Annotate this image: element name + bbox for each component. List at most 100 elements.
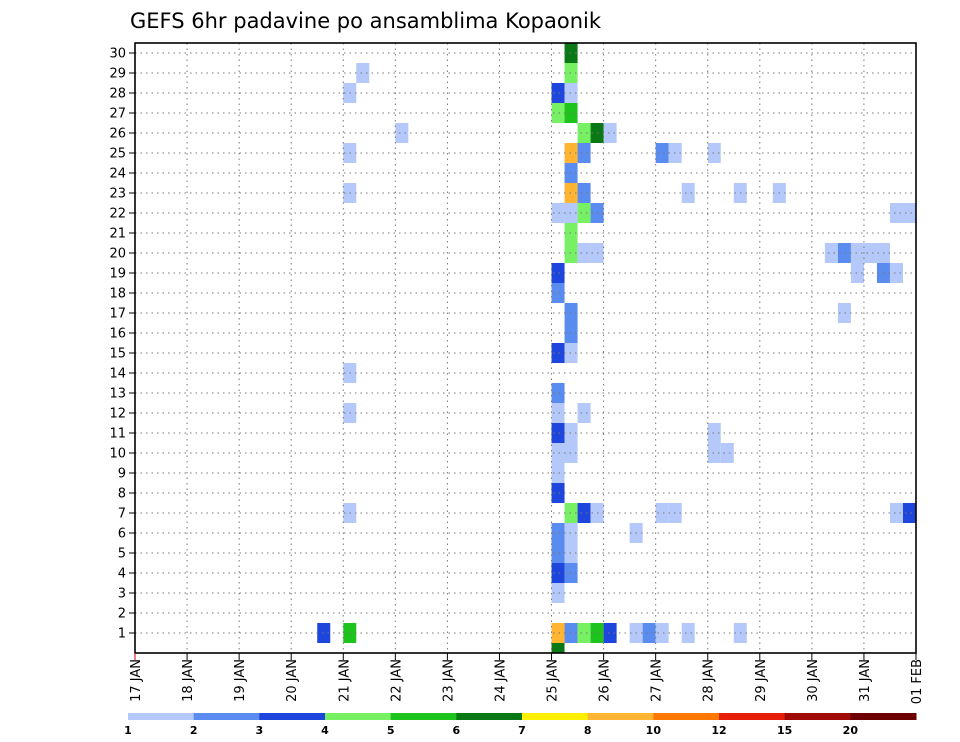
- legend-label: 12: [711, 724, 726, 737]
- x-tick-label: 17 JAN: [129, 659, 144, 702]
- precip-cell: [551, 103, 565, 123]
- precip-cell: [837, 303, 851, 323]
- y-tick-label: 18: [109, 287, 126, 302]
- precip-cell: [551, 543, 565, 563]
- legend-label: 15: [777, 724, 792, 737]
- precip-cell: [564, 83, 578, 103]
- precip-cell: [551, 483, 565, 503]
- legend-swatch: [653, 713, 720, 720]
- precip-cell: [551, 263, 565, 283]
- precip-cell: [551, 523, 565, 543]
- legend-label: 5: [387, 724, 395, 737]
- y-tick-label: 25: [109, 147, 126, 162]
- legend-label: 20: [843, 724, 859, 737]
- precip-cell: [577, 403, 591, 423]
- x-tick-label: 30 JAN: [806, 659, 821, 702]
- precip-cell: [564, 563, 578, 583]
- precip-cell: [863, 243, 877, 263]
- legend-label: 8: [584, 724, 592, 737]
- precip-cell: [564, 423, 578, 443]
- y-tick-label: 15: [109, 347, 126, 362]
- precip-cell: [889, 203, 903, 223]
- precip-cell: [551, 383, 565, 403]
- y-tick-label: 12: [109, 407, 126, 422]
- precip-cell: [564, 523, 578, 543]
- precip-cell: [681, 183, 695, 203]
- precip-cell: [551, 463, 565, 483]
- y-tick-label: 6: [118, 527, 126, 542]
- plot-frame: [134, 42, 917, 654]
- precip-cell: [889, 263, 903, 283]
- precip-cell: [564, 343, 578, 363]
- y-tick-label: 14: [109, 367, 126, 382]
- legend-swatch: [390, 713, 457, 720]
- legend-swatch: [325, 713, 392, 720]
- precip-cell: [603, 123, 617, 143]
- precip-cell: [902, 503, 916, 523]
- precip-cell: [603, 623, 617, 643]
- precip-cell: [551, 643, 565, 653]
- y-tick-label: 16: [109, 327, 126, 342]
- precip-cell: [356, 63, 370, 83]
- y-tick-label: 17: [109, 307, 126, 322]
- precipitation-cells: [317, 43, 916, 653]
- precip-cell: [551, 203, 565, 223]
- x-tick-label: 25 JAN: [546, 659, 561, 702]
- chart-title: GEFS 6hr padavine po ansamblima Kopaonik: [130, 9, 602, 33]
- y-tick-label: 9: [118, 467, 126, 482]
- y-tick-label: 2: [118, 607, 126, 622]
- precip-cell: [564, 323, 578, 343]
- x-tick-label: 19 JAN: [233, 659, 248, 702]
- precip-cell: [577, 243, 591, 263]
- precip-cell: [577, 143, 591, 163]
- precip-cell: [551, 623, 565, 643]
- precip-cell: [551, 403, 565, 423]
- legend-swatch: [128, 713, 195, 720]
- y-tick-label: 28: [109, 87, 126, 102]
- precip-cell: [850, 243, 864, 263]
- color-legend: 1 2 3 4 5 6 7 8 10 12 15 20: [124, 713, 917, 737]
- precip-cell: [902, 203, 916, 223]
- y-tick-label: 29: [109, 67, 126, 82]
- precip-cell: [577, 203, 591, 223]
- y-tick-label: 4: [118, 567, 126, 582]
- x-tick-label: 27 JAN: [650, 659, 665, 702]
- precip-cell: [564, 543, 578, 563]
- x-tick-label: 26 JAN: [598, 659, 613, 702]
- precip-cell: [564, 143, 578, 163]
- precip-cell: [564, 303, 578, 323]
- precip-cell: [577, 123, 591, 143]
- legend-swatch: [193, 713, 260, 720]
- y-axis-ensemble-members: 1234567891011121314151617181920212223242…: [109, 47, 135, 642]
- y-tick-label: 30: [109, 47, 126, 62]
- precip-cell: [551, 423, 565, 443]
- x-tick-label: 22 JAN: [389, 659, 404, 702]
- y-tick-label: 27: [109, 107, 126, 122]
- precip-cell: [564, 63, 578, 83]
- y-tick-label: 5: [118, 547, 126, 562]
- precip-cell: [564, 203, 578, 223]
- y-tick-label: 11: [109, 427, 126, 442]
- y-tick-label: 13: [109, 387, 126, 402]
- precip-cell: [681, 623, 695, 643]
- x-axis-dates: 17 JAN 18 JAN 19 JAN 20 JAN 21 JAN 22 JAN 23 J…: [129, 653, 925, 704]
- y-tick-label: 8: [118, 487, 126, 502]
- precip-cell: [850, 263, 864, 283]
- legend-swatch: [456, 713, 523, 720]
- x-tick-label: 18 JAN: [181, 659, 196, 702]
- x-tick-label: 20 JAN: [285, 659, 300, 702]
- legend-swatch: [587, 713, 654, 720]
- legend-label: 4: [321, 724, 329, 737]
- y-tick-label: 7: [118, 507, 126, 522]
- precip-cell: [577, 183, 591, 203]
- precip-cell: [551, 283, 565, 303]
- y-tick-label: 19: [109, 267, 126, 282]
- precip-cell: [564, 223, 578, 243]
- legend-label: 6: [453, 724, 461, 737]
- legend-swatch: [850, 713, 917, 720]
- precip-cell: [551, 583, 565, 603]
- legend-label: 2: [190, 724, 198, 737]
- precip-cell: [707, 423, 721, 443]
- x-tick-label: 23 JAN: [441, 659, 456, 702]
